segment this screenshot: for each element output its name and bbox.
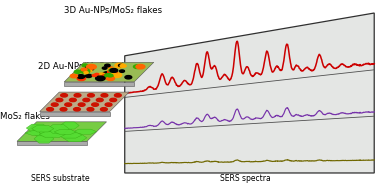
Circle shape bbox=[112, 70, 116, 72]
Circle shape bbox=[61, 94, 68, 97]
Circle shape bbox=[82, 64, 88, 67]
Polygon shape bbox=[40, 92, 129, 112]
Circle shape bbox=[101, 94, 108, 97]
Circle shape bbox=[65, 103, 71, 106]
Circle shape bbox=[56, 98, 63, 102]
Polygon shape bbox=[34, 134, 54, 143]
Polygon shape bbox=[31, 128, 57, 136]
Circle shape bbox=[119, 64, 123, 67]
Polygon shape bbox=[47, 125, 69, 133]
Circle shape bbox=[120, 64, 126, 67]
Circle shape bbox=[88, 94, 94, 97]
Circle shape bbox=[111, 73, 116, 75]
Circle shape bbox=[108, 68, 117, 73]
Circle shape bbox=[87, 64, 96, 69]
Text: MoS₂ flakes: MoS₂ flakes bbox=[0, 112, 50, 121]
Circle shape bbox=[74, 94, 81, 97]
Circle shape bbox=[70, 74, 77, 78]
Polygon shape bbox=[32, 125, 54, 132]
Circle shape bbox=[85, 66, 94, 71]
Polygon shape bbox=[57, 132, 82, 138]
Circle shape bbox=[96, 98, 103, 102]
Circle shape bbox=[102, 74, 111, 79]
Circle shape bbox=[133, 65, 141, 68]
Circle shape bbox=[96, 76, 105, 81]
Polygon shape bbox=[26, 124, 49, 132]
Polygon shape bbox=[39, 131, 65, 138]
Circle shape bbox=[77, 76, 85, 81]
Polygon shape bbox=[25, 131, 56, 135]
Polygon shape bbox=[17, 141, 87, 145]
Circle shape bbox=[119, 70, 124, 72]
Polygon shape bbox=[54, 129, 76, 134]
Circle shape bbox=[112, 73, 122, 77]
Circle shape bbox=[107, 74, 113, 77]
Circle shape bbox=[101, 108, 107, 111]
Circle shape bbox=[80, 69, 90, 73]
Circle shape bbox=[103, 72, 112, 76]
Circle shape bbox=[47, 108, 54, 111]
Circle shape bbox=[107, 77, 115, 81]
Circle shape bbox=[98, 73, 105, 77]
Circle shape bbox=[104, 74, 113, 78]
Polygon shape bbox=[40, 112, 110, 116]
Circle shape bbox=[136, 65, 145, 69]
Polygon shape bbox=[73, 129, 97, 134]
Circle shape bbox=[109, 67, 113, 69]
Text: 3D Au-NPs/MoS₂ flakes: 3D Au-NPs/MoS₂ flakes bbox=[64, 6, 163, 15]
Circle shape bbox=[110, 98, 116, 102]
Polygon shape bbox=[64, 62, 154, 82]
Polygon shape bbox=[57, 129, 76, 136]
Circle shape bbox=[79, 70, 84, 72]
Circle shape bbox=[78, 103, 85, 106]
Circle shape bbox=[85, 74, 92, 78]
Circle shape bbox=[74, 70, 81, 73]
Circle shape bbox=[125, 76, 132, 79]
Circle shape bbox=[105, 64, 110, 67]
Circle shape bbox=[88, 70, 92, 72]
Circle shape bbox=[87, 68, 91, 70]
Circle shape bbox=[115, 94, 121, 97]
Text: SERS spectra: SERS spectra bbox=[220, 174, 271, 183]
Circle shape bbox=[74, 108, 81, 111]
Polygon shape bbox=[63, 134, 87, 142]
Circle shape bbox=[70, 98, 76, 102]
Polygon shape bbox=[60, 122, 79, 129]
Circle shape bbox=[102, 67, 107, 69]
Circle shape bbox=[105, 103, 112, 106]
Polygon shape bbox=[125, 13, 374, 173]
Circle shape bbox=[84, 72, 88, 74]
Circle shape bbox=[77, 75, 85, 78]
Circle shape bbox=[60, 108, 67, 111]
Circle shape bbox=[115, 63, 124, 68]
Circle shape bbox=[109, 69, 116, 72]
Polygon shape bbox=[64, 82, 134, 86]
Text: SERS substrate: SERS substrate bbox=[31, 174, 90, 183]
Circle shape bbox=[92, 74, 96, 76]
Circle shape bbox=[87, 108, 94, 111]
Polygon shape bbox=[39, 129, 60, 137]
Circle shape bbox=[108, 70, 117, 74]
Text: 2D Au-NPs/MoS₂ flakes: 2D Au-NPs/MoS₂ flakes bbox=[38, 61, 136, 70]
Circle shape bbox=[83, 98, 90, 102]
Circle shape bbox=[81, 68, 87, 71]
Circle shape bbox=[110, 69, 118, 72]
Circle shape bbox=[51, 103, 58, 106]
Polygon shape bbox=[17, 122, 107, 141]
Circle shape bbox=[95, 73, 99, 75]
Circle shape bbox=[92, 103, 99, 106]
